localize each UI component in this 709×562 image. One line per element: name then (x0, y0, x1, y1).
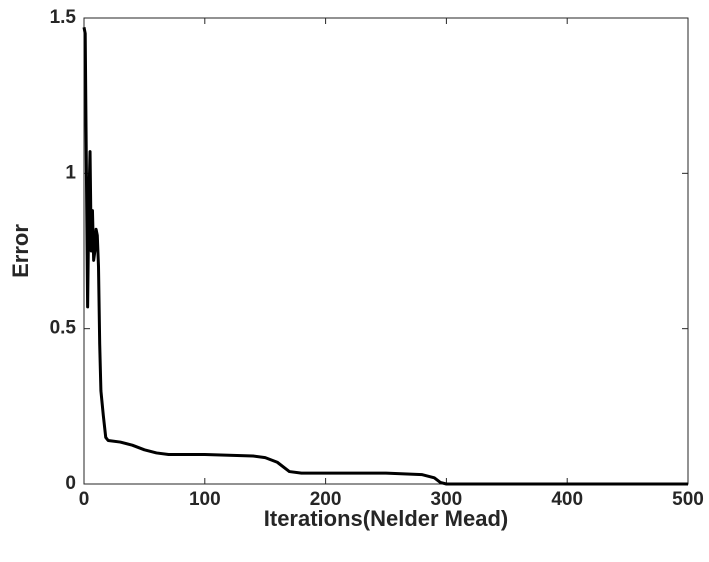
x-tick-label: 400 (551, 489, 583, 510)
y-tick-label: 1.5 (50, 7, 77, 28)
y-tick-label: 0 (65, 473, 76, 494)
x-tick-label: 0 (79, 489, 90, 510)
x-axis-label: Iterations(Nelder Mead) (264, 506, 509, 531)
y-tick-label: 0.5 (50, 318, 77, 339)
x-tick-label: 100 (189, 489, 221, 510)
x-tick-label: 500 (672, 489, 704, 510)
x-tick-label: 300 (431, 489, 463, 510)
line (82, 27, 688, 486)
plot-frame (83, 17, 689, 485)
y-axis-label: Error (8, 224, 33, 278)
y-tick-label: 1 (65, 162, 76, 183)
x-tick-label: 200 (310, 489, 342, 510)
